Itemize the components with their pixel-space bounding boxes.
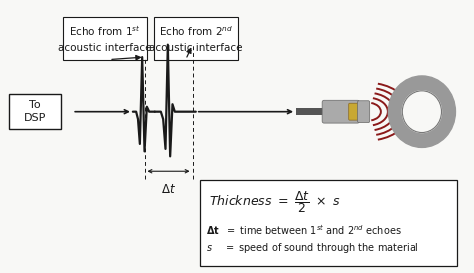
- Text: To
DSP: To DSP: [24, 100, 46, 123]
- Circle shape: [402, 91, 441, 132]
- Text: acoustic interface: acoustic interface: [58, 43, 152, 53]
- Text: Echo from $1^{st}$: Echo from $1^{st}$: [69, 24, 141, 38]
- FancyBboxPatch shape: [296, 108, 324, 115]
- Circle shape: [388, 76, 456, 147]
- FancyBboxPatch shape: [201, 180, 457, 266]
- Text: $\mathit{Thickness}\ =\ \dfrac{\Delta t}{2}\ \times\ s$: $\mathit{Thickness}\ =\ \dfrac{\Delta t}…: [209, 189, 341, 215]
- FancyBboxPatch shape: [154, 17, 238, 60]
- Text: Echo from $2^{nd}$: Echo from $2^{nd}$: [159, 24, 233, 38]
- FancyBboxPatch shape: [63, 17, 147, 60]
- FancyBboxPatch shape: [9, 94, 61, 129]
- FancyBboxPatch shape: [322, 100, 359, 123]
- FancyBboxPatch shape: [357, 101, 370, 123]
- Text: acoustic interface: acoustic interface: [149, 43, 243, 53]
- FancyBboxPatch shape: [349, 103, 361, 120]
- Text: $\Delta t$: $\Delta t$: [161, 183, 176, 196]
- Text: $\mathbf{\Delta t}$  $=$ time between $1^{st}$ and $2^{nd}$ echoes: $\mathbf{\Delta t}$ $=$ time between $1^…: [206, 223, 402, 237]
- Text: $\mathit{s}$    $=$ speed of sound through the material: $\mathit{s}$ $=$ speed of sound through …: [206, 241, 419, 255]
